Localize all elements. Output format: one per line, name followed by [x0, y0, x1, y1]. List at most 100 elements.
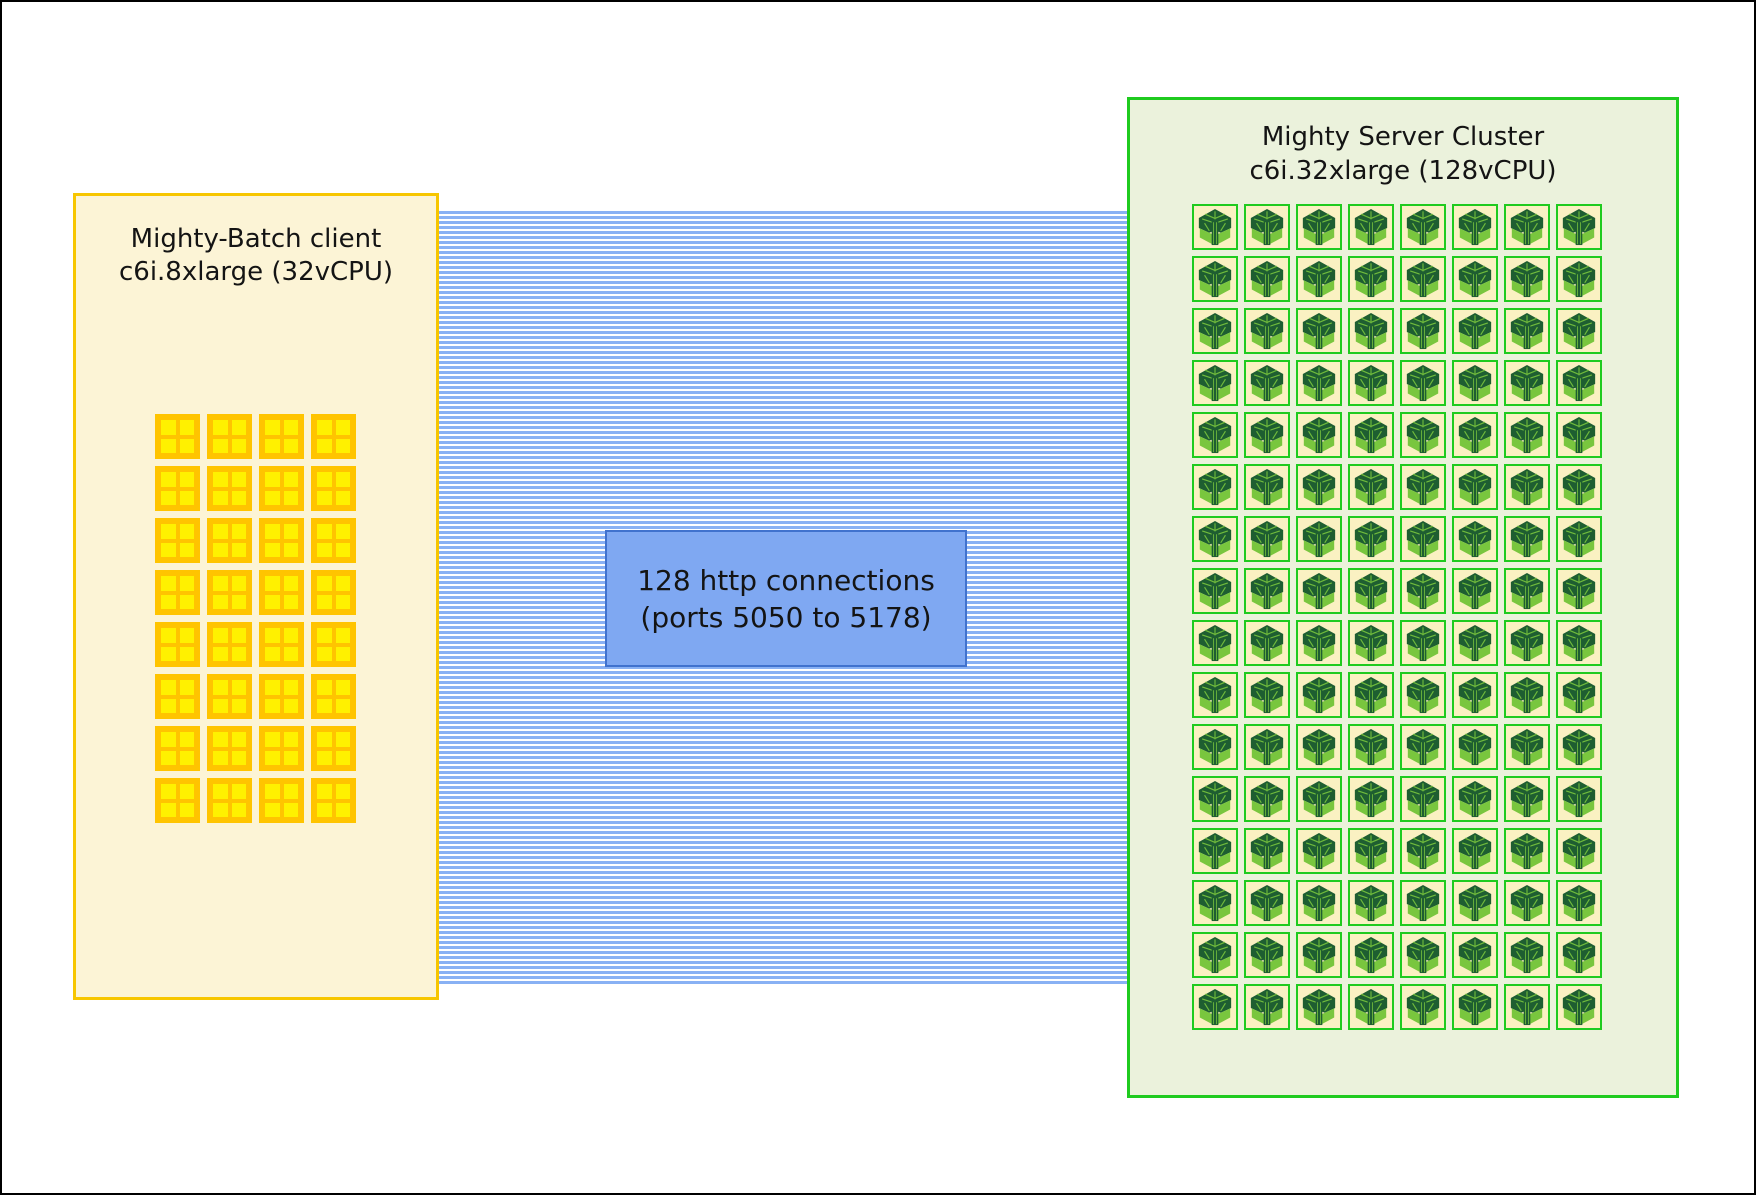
mighty-tree-icon — [1300, 260, 1338, 298]
server-tile — [1452, 516, 1498, 562]
server-tile — [1400, 516, 1446, 562]
server-title-line1: Mighty Server Cluster — [1261, 122, 1545, 152]
server-tile — [1192, 724, 1238, 770]
mighty-tree-icon — [1352, 832, 1390, 870]
cpu-chip-icon — [259, 778, 304, 823]
server-tile — [1400, 880, 1446, 926]
mighty-tree-icon — [1196, 988, 1234, 1026]
server-tile — [1244, 932, 1290, 978]
mighty-tree-icon — [1456, 416, 1494, 454]
mighty-tree-icon — [1196, 416, 1234, 454]
mighty-tree-icon — [1300, 728, 1338, 766]
mighty-tree-icon — [1300, 312, 1338, 350]
mighty-tree-icon — [1456, 884, 1494, 922]
server-tile — [1556, 412, 1602, 458]
mighty-tree-icon — [1300, 676, 1338, 714]
server-tile — [1400, 412, 1446, 458]
mighty-tree-icon — [1352, 728, 1390, 766]
server-tile — [1348, 620, 1394, 666]
server-tile — [1348, 568, 1394, 614]
server-tile — [1504, 828, 1550, 874]
server-tile — [1244, 412, 1290, 458]
mighty-tree-icon — [1560, 312, 1598, 350]
mighty-tree-icon — [1352, 936, 1390, 974]
mighty-tree-icon — [1352, 468, 1390, 506]
connections-label-line2: (ports 5050 to 5178) — [640, 600, 932, 634]
mighty-tree-icon — [1560, 416, 1598, 454]
mighty-tree-icon — [1352, 572, 1390, 610]
server-tile — [1348, 724, 1394, 770]
server-tile — [1400, 724, 1446, 770]
mighty-tree-icon — [1560, 208, 1598, 246]
mighty-tree-icon — [1456, 312, 1494, 350]
mighty-tree-icon — [1248, 988, 1286, 1026]
mighty-tree-icon — [1248, 260, 1286, 298]
server-tile — [1452, 984, 1498, 1030]
mighty-tree-icon — [1248, 780, 1286, 818]
mighty-tree-icon — [1404, 572, 1442, 610]
mighty-tree-icon — [1352, 312, 1390, 350]
server-tile — [1192, 828, 1238, 874]
mighty-tree-icon — [1508, 208, 1546, 246]
mighty-tree-icon — [1248, 468, 1286, 506]
mighty-tree-icon — [1248, 416, 1286, 454]
mighty-tree-icon — [1196, 572, 1234, 610]
mighty-tree-icon — [1248, 624, 1286, 662]
server-tile — [1452, 204, 1498, 250]
cpu-chip-icon — [311, 622, 356, 667]
cpu-chip-icon — [311, 466, 356, 511]
server-panel: Mighty Server Cluster c6i.32xlarge (128v… — [1127, 97, 1679, 1098]
mighty-tree-icon — [1456, 468, 1494, 506]
mighty-tree-icon — [1560, 572, 1598, 610]
server-tile — [1504, 984, 1550, 1030]
server-tile — [1556, 880, 1602, 926]
mighty-tree-icon — [1300, 364, 1338, 402]
server-tile — [1192, 568, 1238, 614]
mighty-tree-icon — [1196, 208, 1234, 246]
server-tile — [1244, 880, 1290, 926]
mighty-tree-icon — [1196, 520, 1234, 558]
mighty-tree-icon — [1508, 520, 1546, 558]
mighty-tree-icon — [1196, 624, 1234, 662]
server-tile — [1452, 464, 1498, 510]
server-tile — [1192, 984, 1238, 1030]
mighty-tree-icon — [1404, 364, 1442, 402]
mighty-tree-icon — [1248, 936, 1286, 974]
server-tile — [1296, 880, 1342, 926]
server-tile — [1192, 256, 1238, 302]
server-tile — [1452, 724, 1498, 770]
mighty-tree-icon — [1404, 676, 1442, 714]
server-tile — [1452, 672, 1498, 718]
server-tile — [1504, 932, 1550, 978]
mighty-tree-icon — [1352, 520, 1390, 558]
server-tile — [1452, 776, 1498, 822]
cpu-chip-icon — [259, 726, 304, 771]
mighty-tree-icon — [1248, 728, 1286, 766]
mighty-tree-icon — [1456, 624, 1494, 662]
mighty-tree-icon — [1248, 676, 1286, 714]
server-tile — [1296, 204, 1342, 250]
cpu-chip-icon — [259, 414, 304, 459]
server-title-line2: c6i.32xlarge (128vCPU) — [1249, 156, 1557, 186]
server-tile — [1504, 204, 1550, 250]
mighty-tree-icon — [1456, 572, 1494, 610]
server-tile — [1504, 776, 1550, 822]
mighty-tree-icon — [1352, 364, 1390, 402]
mighty-tree-icon — [1352, 624, 1390, 662]
mighty-tree-icon — [1248, 884, 1286, 922]
mighty-tree-icon — [1508, 936, 1546, 974]
mighty-tree-icon — [1560, 884, 1598, 922]
mighty-tree-icon — [1508, 624, 1546, 662]
server-tile — [1504, 412, 1550, 458]
mighty-tree-icon — [1196, 728, 1234, 766]
mighty-tree-icon — [1404, 260, 1442, 298]
server-tile — [1192, 204, 1238, 250]
mighty-tree-icon — [1352, 208, 1390, 246]
server-tile — [1244, 360, 1290, 406]
server-tile — [1296, 568, 1342, 614]
cpu-chip-icon — [259, 466, 304, 511]
server-tile — [1556, 672, 1602, 718]
mighty-tree-icon — [1560, 676, 1598, 714]
cpu-chip-icon — [155, 726, 200, 771]
mighty-tree-icon — [1404, 520, 1442, 558]
